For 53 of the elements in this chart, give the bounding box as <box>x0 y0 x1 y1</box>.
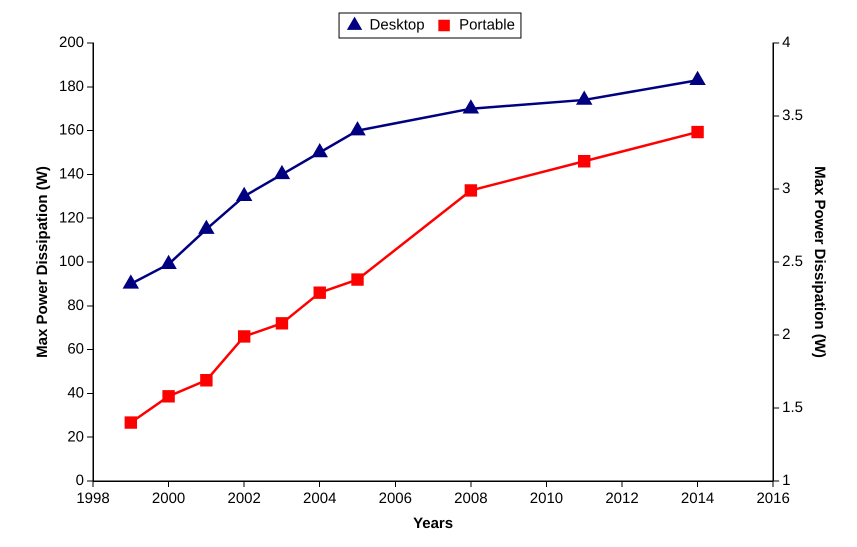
point <box>274 166 290 180</box>
x-tick-label: 2002 <box>227 490 261 508</box>
y2-tick-label: 2.5 <box>782 253 804 270</box>
x-tick-label: 2014 <box>680 490 714 508</box>
point <box>236 188 252 202</box>
point <box>576 92 592 105</box>
point <box>312 144 328 158</box>
point <box>464 100 478 114</box>
point <box>161 256 176 269</box>
y-tick-label: 120 <box>58 209 84 226</box>
y2-tick-label: 4 <box>782 34 790 52</box>
y-tick-label: 60 <box>67 340 84 358</box>
x-tick-label: 2016 <box>756 490 790 508</box>
point <box>199 220 214 234</box>
y-tick-label: 100 <box>58 253 84 270</box>
y2-tick-label: 2 <box>782 326 790 344</box>
legend-label: Desktop <box>370 16 425 34</box>
point <box>314 286 326 299</box>
y-tick-label: 80 <box>67 296 84 314</box>
x-tick-label: 2012 <box>605 490 639 508</box>
legend-label: Portable <box>459 16 515 34</box>
point <box>350 122 365 136</box>
y-tick-label: 200 <box>58 34 84 52</box>
y2-tick-label: 1 <box>782 472 790 490</box>
y-tick-label: 140 <box>58 166 84 183</box>
point <box>464 184 478 197</box>
y-tick-label: 160 <box>58 122 84 139</box>
point <box>690 72 705 85</box>
point <box>124 416 138 429</box>
y2-tick-label: 3 <box>782 180 790 198</box>
y2-tick-label: 1.5 <box>782 399 804 416</box>
x-tick-label: 2010 <box>530 490 564 508</box>
y-tick-label: 180 <box>58 78 84 95</box>
point <box>238 330 250 343</box>
y2-axis-title: Max Power Dissipation (W) <box>810 166 828 358</box>
y2-tick-label: 3.5 <box>782 107 804 124</box>
y-tick-label: 0 <box>76 472 84 490</box>
point <box>691 126 704 138</box>
x-tick-label: 1998 <box>76 490 110 508</box>
x-tick-label: 2006 <box>378 490 412 508</box>
point <box>578 155 590 168</box>
y-axis-title: Max Power Dissipation (W) <box>34 166 52 358</box>
point <box>351 273 364 286</box>
point <box>276 317 288 330</box>
x-tick-label: 2004 <box>303 490 336 508</box>
y-tick-label: 40 <box>67 384 84 402</box>
x-axis-title: Years <box>413 515 454 532</box>
point <box>200 374 213 386</box>
point <box>162 390 175 403</box>
x-tick-label: 2000 <box>152 490 186 508</box>
x-tick-label: 2008 <box>454 490 488 508</box>
point <box>124 276 138 289</box>
y-tick-label: 20 <box>67 428 84 446</box>
